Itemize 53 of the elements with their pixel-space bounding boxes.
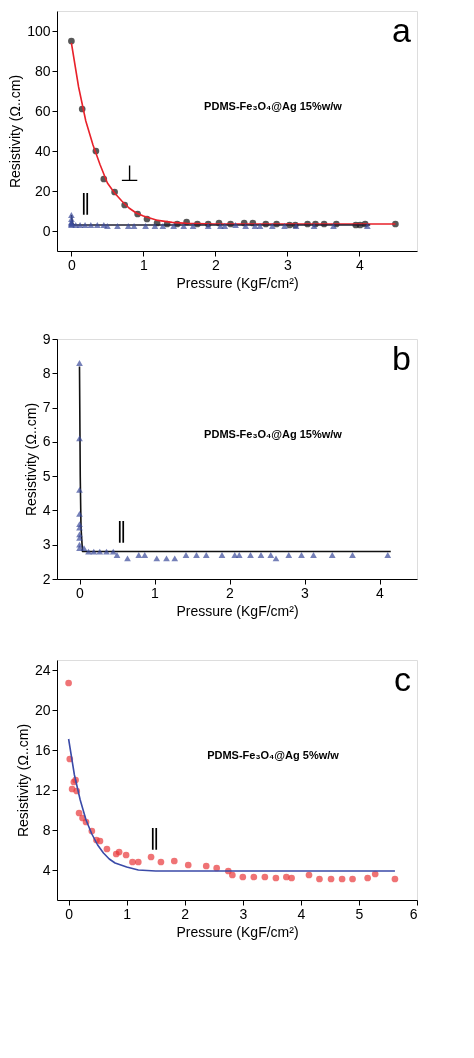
x-tick-label: 3 [301,584,310,601]
annotation: PDMS-Fe₃O₄@Ag 15%w/w [204,100,343,112]
annotation: ⊥ [119,161,139,187]
y-tick-label: 3 [42,536,51,553]
y-tick-label: 20 [34,701,51,718]
x-tick-label: 1 [151,584,160,601]
x-tick-label: 1 [123,905,132,922]
y-tick-label: 2 [42,570,51,587]
x-tick-label: 2 [212,256,220,273]
x-tick-label: 0 [68,256,76,273]
x-axis-title: Pressure (KgF/cm²) [176,923,299,940]
y-tick-label: 7 [42,399,51,416]
y-axis-title: Resistivity (Ω..cm) [14,723,31,838]
x-tick-label: 5 [355,905,364,922]
annotation: ∥ [148,824,160,850]
y-tick-label: 4 [42,861,51,878]
y-tick-label: 0 [42,222,51,239]
x-tick-label: 3 [284,256,292,273]
x-tick-label: 0 [76,584,85,601]
y-tick-label: 60 [34,102,51,119]
y-tick-label: 100 [27,22,51,39]
x-tick-label: 2 [226,584,235,601]
y-axis-title: Resistivity (Ω..cm) [7,74,24,189]
annotation: PDMS-Fe₃O₄@Ag 5%w/w [207,749,340,761]
x-tick-label: 4 [376,584,385,601]
annotation: ∥ [116,518,128,543]
x-tick-label: 2 [181,905,190,922]
y-tick-label: 12 [34,781,51,798]
annotation: ∥ [80,190,92,215]
y-tick-label: 9 [42,330,51,347]
y-tick-label: 8 [42,821,51,838]
y-tick-label: 40 [34,142,51,159]
x-tick-label: 3 [239,905,248,922]
y-tick-label: 16 [34,741,51,758]
x-tick-label: 4 [297,905,306,922]
y-tick-label: 20 [34,182,51,199]
chart-title: a [392,11,412,49]
y-tick-label: 24 [34,661,51,678]
y-tick-label: 6 [42,433,51,450]
y-tick-label: 5 [42,467,51,484]
x-tick-label: 4 [356,256,364,273]
y-axis-title: Resistivity (Ω..cm) [22,402,39,517]
y-tick-label: 80 [34,62,51,79]
x-tick-label: 6 [409,905,418,922]
chart-title: b [392,339,411,377]
x-tick-label: 1 [140,256,148,273]
x-axis-title: Pressure (KgF/cm²) [176,602,299,619]
x-tick-label: 0 [65,905,74,922]
y-tick-label: 4 [42,501,51,518]
y-tick-label: 8 [42,364,51,381]
annotation: PDMS-Fe₃O₄@Ag 15%w/w [204,428,343,440]
chart-title: c [394,660,411,698]
x-axis-title: Pressure (KgF/cm²) [176,274,299,291]
